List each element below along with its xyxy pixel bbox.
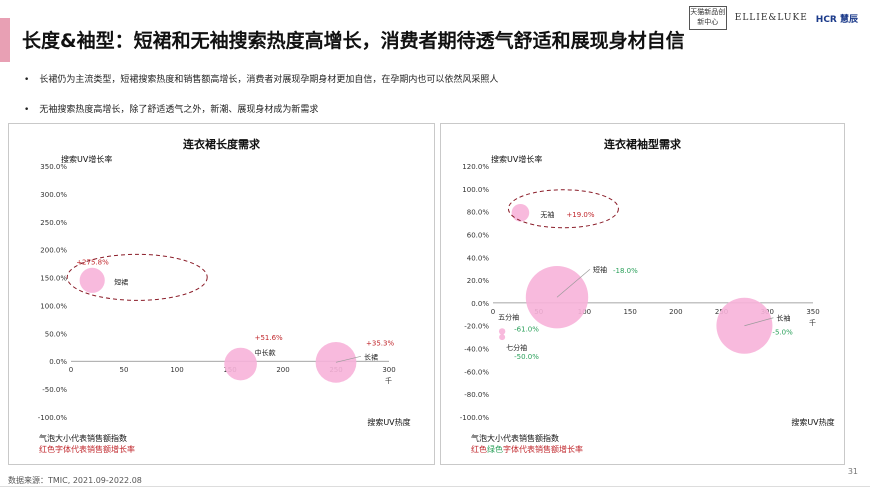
bubble-中长款: [224, 347, 257, 381]
x-tick-label: 0: [69, 366, 73, 374]
y-tick-label: 350.0%: [40, 163, 67, 171]
y-tick-label: 80.0%: [467, 209, 490, 217]
y-tick-label: 20.0%: [467, 277, 490, 285]
y-tick-label: -80.0%: [464, 391, 489, 399]
x-tick-label: 0: [491, 308, 495, 316]
y-tick-label: 300.0%: [40, 191, 67, 199]
sleeve-chart-panel: 连衣裙袖型需求搜索UV增长率 -100.0% -80.0% -60.0% -40.0% -…: [440, 123, 845, 465]
y-tick-label: -40.0%: [464, 346, 489, 354]
y-tick-label: 120.0%: [462, 163, 489, 171]
x-axis-label: 搜索UV热度: [367, 417, 410, 427]
y-tick-label: 0.0%: [471, 300, 489, 308]
x-tick-label: 300: [382, 366, 395, 374]
legend-color-part: 绿色: [487, 444, 503, 454]
page-title: 长度&袖型：短裙和无袖搜索热度高增长，消费者期待透气舒适和展现身材自信: [22, 30, 685, 52]
y-tick-label: 60.0%: [467, 231, 490, 239]
highlight-ellipse: [66, 253, 208, 301]
chart-title: 连衣裙长度需求: [183, 137, 261, 151]
growth-label: +35.3%: [366, 339, 394, 347]
x-unit-label: 千: [809, 318, 816, 327]
x-tick-label: 350: [806, 308, 819, 316]
legend-color-note: 红色字体代表销售额增长率: [39, 444, 135, 454]
leader-line: [335, 355, 362, 363]
point-label: 长裙: [364, 352, 378, 361]
point-label: 七分袖: [506, 343, 527, 352]
point-label: 短裙: [114, 277, 128, 286]
length-chart-panel: 连衣裙长度需求搜索UV增长率 -100.0% -50.0% 0.0% 50.0% 100.…: [8, 123, 435, 465]
elle-luke-logo: ELLIE&LUKE: [734, 13, 808, 23]
bullet-item: 长裙仍为主流类型，短裙搜索热度和销售额高增长，消费者对展现孕期身材更加自信，在孕…: [24, 72, 498, 85]
y-tick-label: -50.0%: [42, 386, 67, 394]
x-tick-label: 200: [276, 366, 289, 374]
growth-label: +275.8%: [76, 258, 109, 266]
point-label: 短袖: [593, 265, 607, 274]
legend-color-part: 红色: [471, 444, 487, 454]
bubble-五分袖: [498, 328, 506, 335]
x-axis-label: 搜索UV热度: [791, 417, 834, 427]
bubble-短裙: [79, 267, 105, 293]
y-tick-label: -100.0%: [460, 414, 490, 422]
bubble-七分袖: [499, 334, 506, 341]
title-accent-bar: [0, 18, 10, 62]
y-tick-label: 0.0%: [49, 358, 67, 366]
x-tick-label: 150: [623, 308, 636, 316]
growth-label: -50.0%: [514, 353, 539, 361]
y-axis-label: 搜索UV增长率: [61, 154, 112, 164]
y-tick-label: 200.0%: [40, 247, 67, 255]
x-tick-label: 200: [669, 308, 682, 316]
growth-label: -61.0%: [514, 325, 539, 333]
growth-label: -18.0%: [613, 267, 638, 275]
growth-label: +51.6%: [255, 334, 283, 342]
y-tick-label: 150.0%: [40, 275, 67, 283]
legend-color-part: 字体代表销售额增长率: [503, 444, 583, 454]
y-tick-label: -100.0%: [38, 414, 68, 422]
growth-label: +19.0%: [566, 211, 594, 219]
legend-size-note: 气泡大小代表销售额指数: [39, 433, 127, 443]
leader-line: [744, 317, 774, 327]
legend-color-note: 红色绿色字体代表销售额增长率: [471, 444, 583, 454]
y-tick-label: -20.0%: [464, 323, 489, 331]
bubble-无袖: [511, 203, 530, 222]
hcr-logo: HCR 慧辰: [815, 14, 858, 25]
brand-logos: 天猫新品创新中心 ELLIE&LUKE HCR 慧辰: [688, 6, 858, 30]
x-tick-label: 100: [170, 366, 183, 374]
page-number: 31: [847, 467, 858, 476]
chart-title: 连衣裙袖型需求: [604, 137, 682, 151]
y-axis-label: 搜索UV增长率: [491, 154, 542, 164]
y-tick-label: 250.0%: [40, 219, 67, 227]
point-label: 长袖: [776, 314, 790, 323]
point-label: 无袖: [540, 210, 554, 219]
x-unit-label: 千: [385, 376, 392, 385]
y-tick-label: 100.0%: [462, 186, 489, 194]
y-tick-label: 50.0%: [45, 330, 68, 338]
y-tick-label: 40.0%: [467, 254, 490, 262]
bullet-item: 无袖搜索热度高增长，除了舒适透气之外，新潮、展现身材成为新需求: [24, 102, 498, 115]
bullet-list: 长裙仍为主流类型，短裙搜索热度和销售额高增长，消费者对展现孕期身材更加自信，在孕…: [24, 72, 498, 132]
x-tick-label: 50: [120, 366, 129, 374]
bubble-长裙: [315, 341, 357, 383]
leader-line: [556, 268, 591, 298]
y-tick-label: -60.0%: [464, 368, 489, 376]
point-label: 中长款: [255, 348, 276, 357]
y-tick-label: 100.0%: [40, 302, 67, 310]
footer-divider: [0, 486, 870, 487]
point-label: 五分袖: [498, 312, 519, 321]
legend-size-note: 气泡大小代表销售额指数: [471, 433, 559, 443]
growth-label: -5.0%: [772, 329, 793, 337]
data-source: 数据来源：TMIC, 2021.09-2022.08: [8, 476, 142, 485]
tmic-logo: 天猫新品创新中心: [688, 6, 727, 30]
highlight-ellipse: [507, 189, 619, 229]
